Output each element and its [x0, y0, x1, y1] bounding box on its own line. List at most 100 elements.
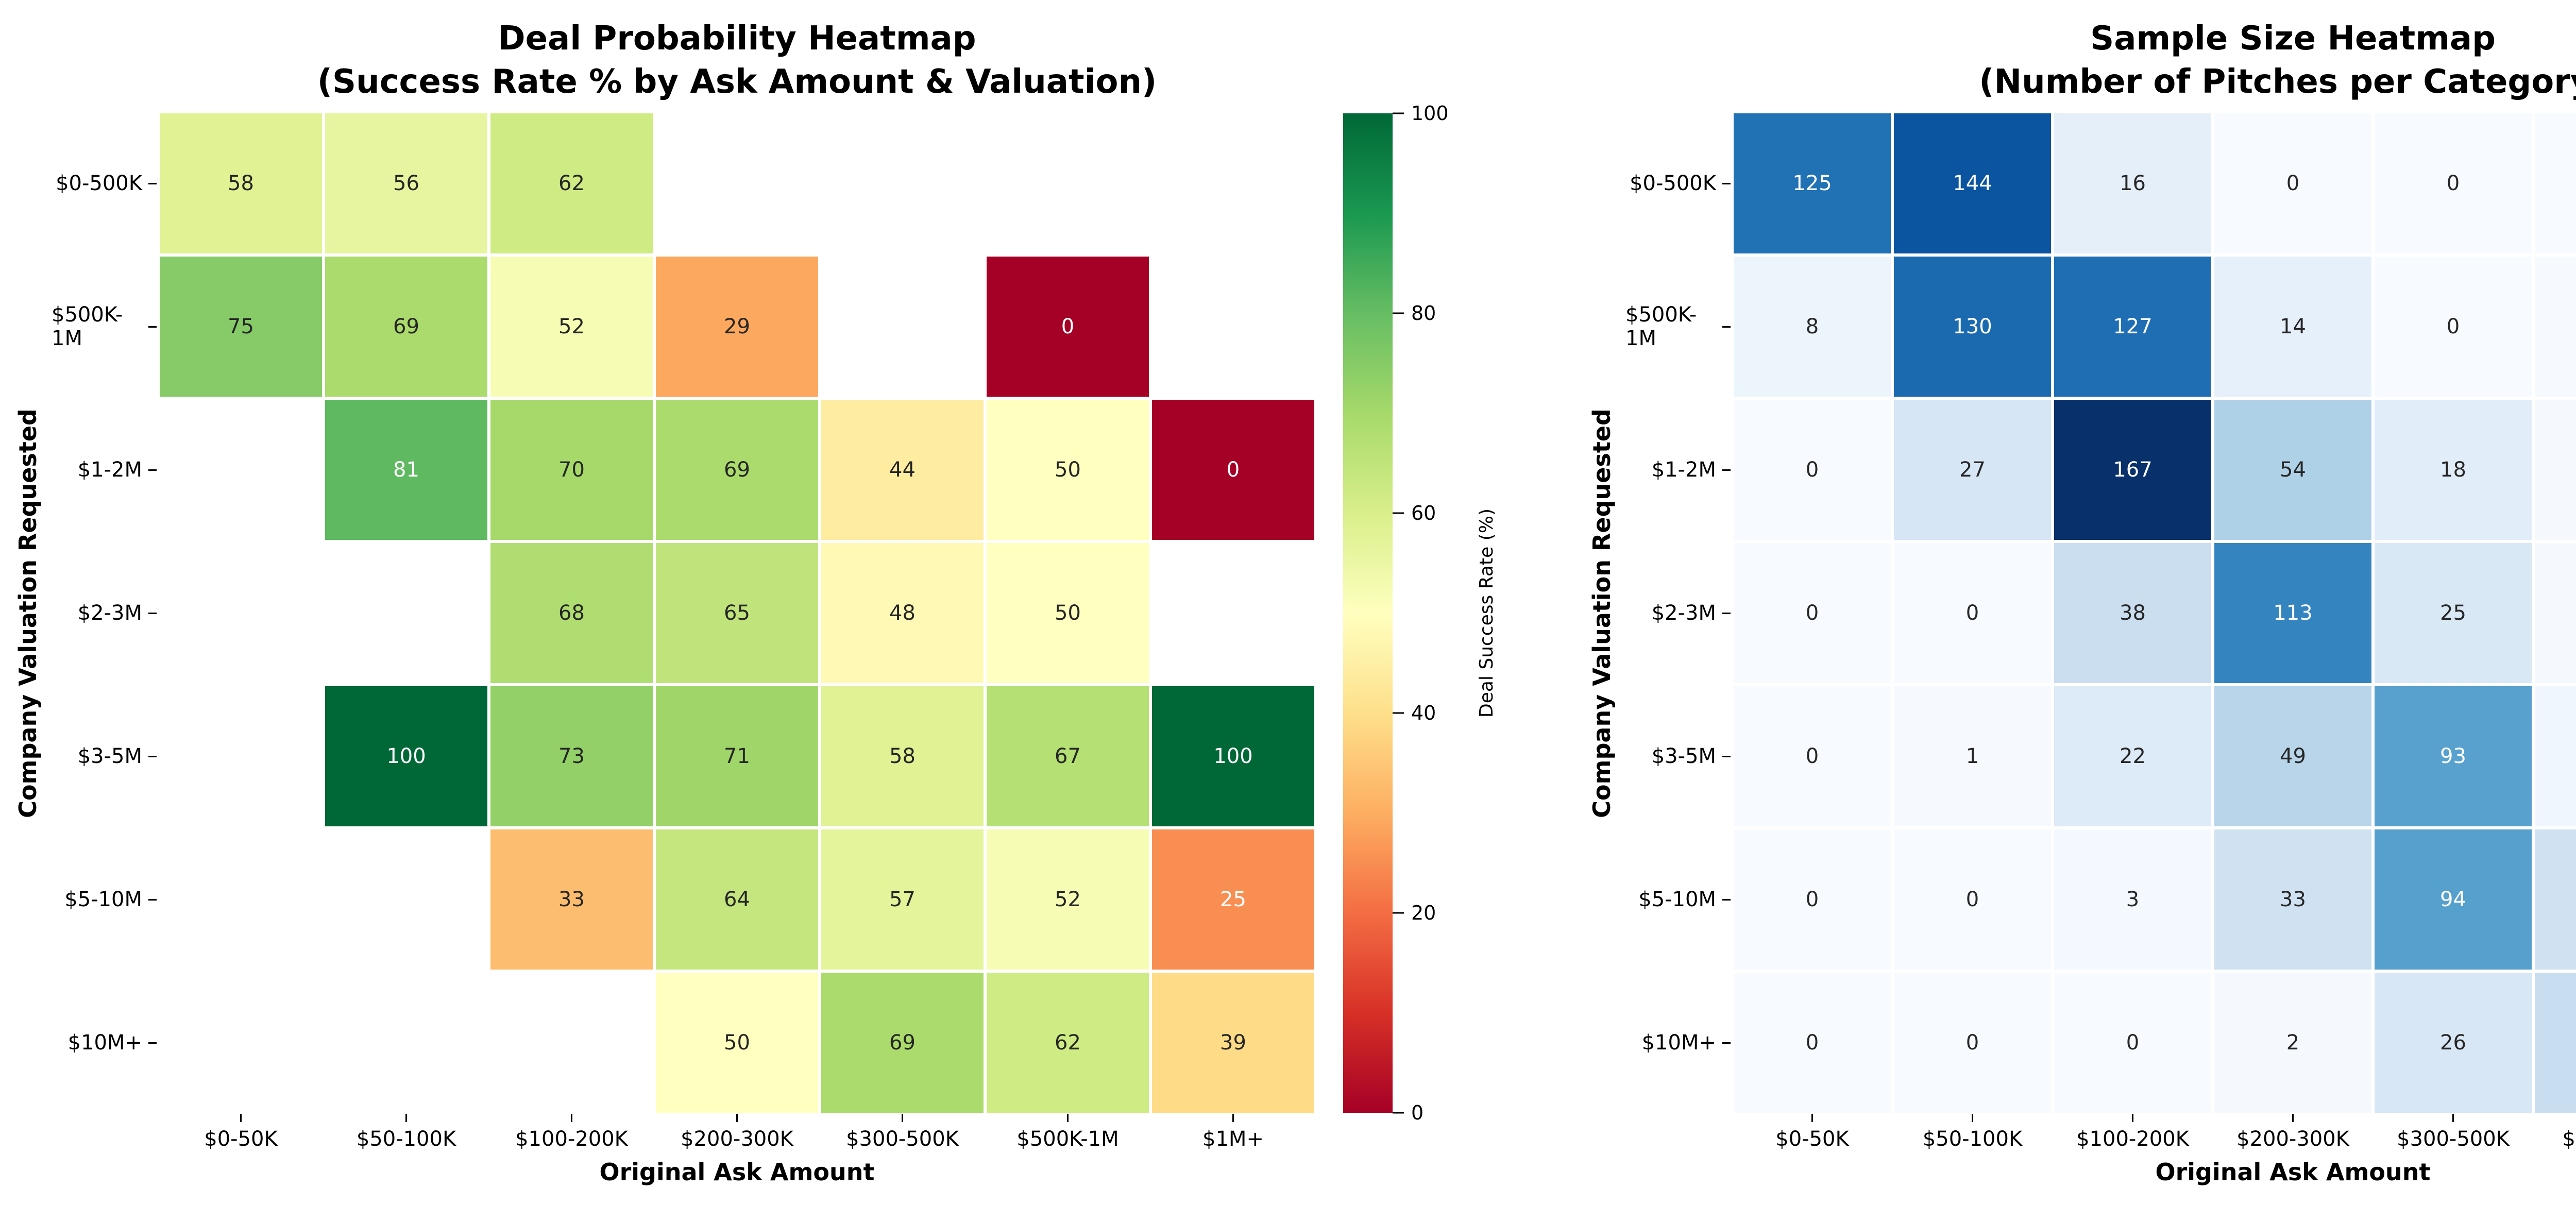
- heatmap-cell: 0: [987, 257, 1149, 397]
- chart-subtitle: (Success Rate % by Ask Amount & Valuatio…: [317, 63, 1157, 101]
- heatmap-cell: 8: [1734, 257, 1891, 397]
- heatmap-cell: 0: [1734, 829, 1891, 970]
- heatmap-cell: 0: [1734, 400, 1891, 540]
- heatmap-cell: 0: [1734, 686, 1891, 826]
- colorbar: 0 20 40 60 80 100 Deal Success Rate (%): [1343, 104, 1545, 1123]
- x-tick-text: $0-50K: [1775, 1127, 1849, 1151]
- colorbar-tick-label: 60: [1411, 502, 1436, 524]
- x-tick-text: $500K-1M: [2562, 1127, 2576, 1151]
- x-tick-text: $0-50K: [204, 1127, 278, 1151]
- heatmap-cell: 1: [1894, 686, 2051, 826]
- colorbar-gradient: [1343, 113, 1393, 1113]
- y-tick-mark: [1722, 612, 1731, 614]
- y-tick-mark: [1722, 182, 1731, 184]
- heatmap-cell: [821, 113, 984, 253]
- x-tick-label: $200-300K: [2214, 1114, 2371, 1151]
- y-tick-mark: [1722, 898, 1731, 901]
- y-tick-mark: [148, 1042, 157, 1044]
- chart-title-block: Sample Size Heatmap (Number of Pitches p…: [1734, 7, 2576, 113]
- heatmap-grid: 1251441600008130127140100271675418210038…: [1734, 113, 2576, 1113]
- deal-probability-heatmap-panel: Company Valuation Requested Deal Probabi…: [4, 7, 1545, 1186]
- heatmap-cell: 0: [1734, 973, 1891, 1113]
- heatmap-cell: [987, 113, 1149, 253]
- x-tick-mark: [571, 1114, 572, 1122]
- heatmap-cell: [325, 543, 487, 683]
- y-tick-mark: [148, 755, 157, 757]
- heatmap-cell: [656, 113, 818, 253]
- y-tick-label: $3-5M: [52, 686, 160, 826]
- y-tick-mark: [148, 182, 157, 184]
- heatmap-cell: [1152, 543, 1314, 683]
- heatmap-cell: 52: [987, 829, 1149, 970]
- y-tick-text: $1-2M: [77, 458, 142, 482]
- x-tick-label: $1M+: [1152, 1114, 1314, 1151]
- y-tick-text: $500K-1M: [1625, 303, 1697, 350]
- y-tick-label: $10M+: [1625, 973, 1734, 1113]
- x-tick-mark: [902, 1114, 903, 1122]
- heatmap-cell: 2: [2535, 400, 2576, 540]
- y-tick-label: $0-500K: [52, 113, 160, 253]
- heatmap-cell: [160, 543, 322, 683]
- heatmap-cell: 0: [1894, 973, 2051, 1113]
- heatmap-cell: [1152, 113, 1314, 253]
- heatmap-cell: 58: [821, 686, 984, 826]
- heatmap-cell: 58: [160, 113, 322, 253]
- heatmap-cell: 38: [2054, 543, 2211, 683]
- y-tick-text: $0-500K: [1630, 172, 1716, 195]
- y-tick-text: $3-5M: [77, 744, 142, 768]
- heatmap-cell: 25: [1152, 829, 1314, 970]
- colorbar-tick-mark: [1393, 712, 1404, 714]
- heatmap-cell: 52: [490, 257, 653, 397]
- heatmap-cell: 6: [2535, 686, 2576, 826]
- x-tick-label: $0-50K: [160, 1114, 322, 1151]
- x-tick-text: $200-300K: [2236, 1127, 2349, 1151]
- y-tick-text: $500K-1M: [52, 303, 123, 350]
- heatmap-cell: 14: [2214, 257, 2371, 397]
- y-tick-label: $3-5M: [1625, 686, 1734, 826]
- heatmap-cell: 127: [2054, 257, 2211, 397]
- heatmap-cell: 50: [656, 973, 818, 1113]
- x-tick-label: $300-500K: [2375, 1114, 2532, 1151]
- heatmap-cell: 65: [656, 543, 818, 683]
- heatmap-cell: [1152, 257, 1314, 397]
- heatmap-cell: [160, 973, 322, 1113]
- heatmap-cell: 0: [1734, 543, 1891, 683]
- x-tick-text: $100-200K: [515, 1127, 628, 1151]
- heatmap-cell: 100: [1152, 686, 1314, 826]
- y-tick-text: $0-500K: [56, 172, 142, 195]
- heatmap-cell: [160, 400, 322, 540]
- heatmap-cell: [325, 829, 487, 970]
- y-axis-label: Company Valuation Requested: [1588, 408, 1616, 818]
- colorbar-label: Deal Success Rate (%): [1476, 508, 1497, 718]
- y-axis-label-column: Company Valuation Requested: [4, 7, 52, 1113]
- y-tick-text: $5-10M: [64, 888, 142, 911]
- heatmap-cell: 27: [1894, 400, 2051, 540]
- heatmap-cell: 0: [1152, 400, 1314, 540]
- chart-subtitle: (Number of Pitches per Category): [1979, 63, 2576, 101]
- heatmap-cell: [490, 973, 653, 1113]
- x-tick-label: $300-500K: [821, 1114, 984, 1151]
- y-tick-mark: [148, 326, 157, 328]
- colorbar-tick-label: 0: [1411, 1101, 1424, 1124]
- y-tick-mark: [148, 898, 157, 901]
- y-tick-label: $10M+: [52, 973, 160, 1113]
- heatmap-cell: 16: [2054, 113, 2211, 253]
- x-tick-text: $300-500K: [846, 1127, 959, 1151]
- heatmap-cell: 29: [656, 257, 818, 397]
- y-tick-labels: $0-500K $500K-1M $1-2M $2-3M $3-5M $5-10M $10M…: [1625, 113, 1734, 1113]
- y-tick-label: $1-2M: [1625, 400, 1734, 540]
- chart-title: Deal Probability Heatmap: [498, 19, 976, 58]
- heatmap-cell: [160, 829, 322, 970]
- y-tick-text: $3-5M: [1651, 744, 1716, 768]
- colorbar-tick-label: 100: [1411, 102, 1449, 125]
- x-tick-label: $200-300K: [656, 1114, 818, 1151]
- x-tick-mark: [2132, 1114, 2133, 1122]
- x-tick-text: $300-500K: [2397, 1127, 2510, 1151]
- y-tick-mark: [1722, 469, 1731, 471]
- y-axis-label-column: Company Valuation Requested: [1578, 7, 1625, 1113]
- heatmap-cell: 70: [490, 400, 653, 540]
- x-tick-label: $50-100K: [1894, 1114, 2051, 1151]
- y-tick-label: $1-2M: [52, 400, 160, 540]
- x-tick-label: $500K-1M: [987, 1114, 1149, 1151]
- heatmap-cell: 64: [656, 829, 818, 970]
